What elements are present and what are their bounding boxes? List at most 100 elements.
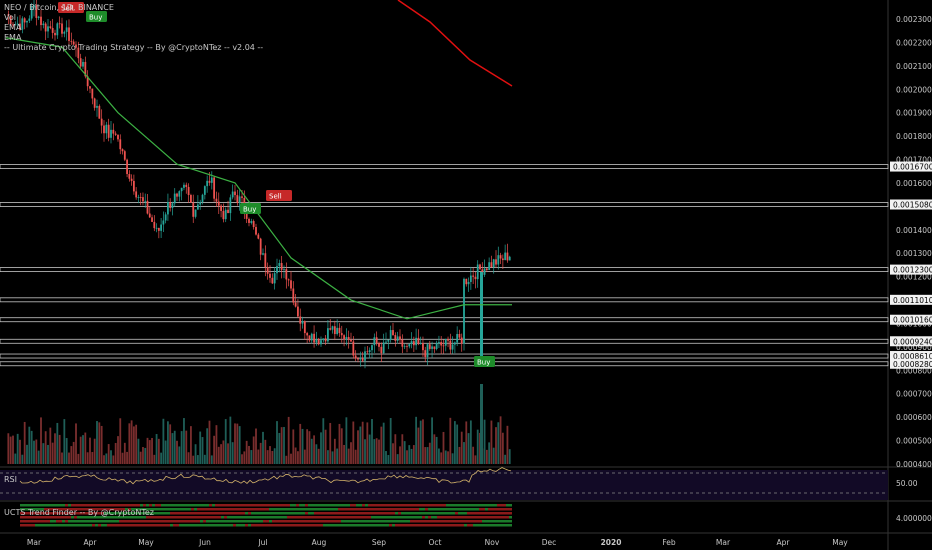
- trend-cell: [461, 524, 464, 527]
- trend-cell: [185, 504, 188, 507]
- trend-cell: [110, 508, 113, 511]
- strategy-legend[interactable]: -- Ultimate Crypto Trading Strategy -- B…: [4, 43, 264, 52]
- volume-bar: [137, 438, 140, 464]
- volume-bar: [269, 446, 271, 464]
- candle-body: [210, 177, 213, 183]
- candle-body: [387, 339, 390, 342]
- trend-cell: [425, 504, 428, 507]
- volume-bar: [438, 448, 440, 464]
- trend-cell: [239, 508, 242, 511]
- volume-bar: [151, 437, 153, 464]
- trend-cell: [77, 508, 80, 511]
- trend-cell: [230, 516, 233, 519]
- trend-cell: [101, 520, 104, 523]
- trend-cell: [89, 504, 92, 507]
- trend-cell: [65, 512, 68, 515]
- candle-body: [208, 180, 211, 183]
- symbol-title[interactable]: NEO / Bitcoin, 1D, BINANCE: [4, 3, 114, 12]
- rsi-legend[interactable]: RSI: [4, 475, 17, 484]
- volume-bar: [183, 418, 185, 464]
- volume-bar: [324, 429, 327, 464]
- trend-cell: [290, 520, 293, 523]
- trend-cell: [236, 520, 239, 523]
- volume-bar: [28, 426, 31, 464]
- trend-cell: [200, 520, 203, 523]
- trend-cell: [326, 512, 329, 515]
- trend-cell: [236, 504, 239, 507]
- trend-finder-legend[interactable]: UCTS Trend Finder -- By @CryptoNTez: [4, 508, 154, 517]
- candle-body: [12, 24, 14, 26]
- trend-cell: [320, 504, 323, 507]
- trend-cell: [122, 516, 125, 519]
- trend-cell: [488, 512, 491, 515]
- trend-cell: [398, 524, 401, 527]
- trend-cell: [140, 516, 143, 519]
- trend-cell: [59, 516, 62, 519]
- candle-body: [269, 273, 271, 278]
- volume-bar: [123, 442, 126, 464]
- price-level-tag: [890, 314, 932, 325]
- candle-body: [333, 326, 336, 335]
- price-tick-label: 0.00040000: [896, 460, 932, 469]
- trend-cell: [272, 524, 275, 527]
- trend-cell: [473, 520, 476, 523]
- ema-slow-legend[interactable]: EMA: [4, 33, 22, 42]
- trend-cell: [338, 512, 341, 515]
- trend-cell: [65, 520, 68, 523]
- level-band: [0, 164, 889, 169]
- trend-cell: [116, 516, 119, 519]
- candle-body: [30, 7, 33, 19]
- trend-cell: [266, 520, 269, 523]
- volume-legend[interactable]: Vol: [4, 13, 16, 22]
- trend-cell: [221, 512, 224, 515]
- trend-cell: [188, 508, 191, 511]
- candle-body: [479, 264, 481, 270]
- trend-cell: [287, 512, 290, 515]
- trend-cell: [311, 508, 314, 511]
- trend-cell: [356, 508, 359, 511]
- candle-body: [146, 200, 149, 214]
- trend-cell: [59, 512, 62, 515]
- volume-bar: [399, 446, 401, 464]
- trend-cell: [176, 512, 179, 515]
- volume-bar: [167, 421, 169, 464]
- candle-body: [238, 196, 241, 203]
- trend-cell: [338, 524, 341, 527]
- candle-body: [406, 346, 408, 348]
- trend-cell: [149, 516, 152, 519]
- trend-cell: [473, 516, 476, 519]
- candle-body: [234, 191, 236, 196]
- trend-cell: [437, 508, 440, 511]
- candle-body: [299, 316, 302, 324]
- trend-cell: [272, 508, 275, 511]
- candle-body: [100, 118, 103, 126]
- volume-bar: [56, 422, 59, 464]
- candle-body: [117, 134, 119, 140]
- trend-cell: [263, 520, 266, 523]
- volume-bar: [210, 455, 213, 464]
- trend-cell: [107, 516, 110, 519]
- volume-bar: [447, 451, 449, 464]
- trend-cell: [371, 520, 374, 523]
- candle-body: [426, 344, 429, 357]
- trend-cell: [116, 524, 119, 527]
- volume-bar: [178, 446, 181, 464]
- candle-body: [132, 180, 135, 192]
- trend-cell: [182, 516, 185, 519]
- trend-cell: [419, 520, 422, 523]
- ema-fast-legend[interactable]: EMA: [4, 23, 22, 32]
- trend-cell: [476, 516, 479, 519]
- trend-cell: [107, 512, 110, 515]
- candle-body: [308, 335, 311, 341]
- volume-bar: [49, 427, 52, 464]
- trend-cell: [446, 524, 449, 527]
- candle-body: [485, 268, 488, 271]
- candle-body: [317, 339, 320, 345]
- trend-cell: [89, 508, 92, 511]
- trend-cell: [431, 524, 434, 527]
- volume-bar: [82, 435, 84, 464]
- trend-cell: [341, 524, 344, 527]
- trend-cell: [113, 520, 116, 523]
